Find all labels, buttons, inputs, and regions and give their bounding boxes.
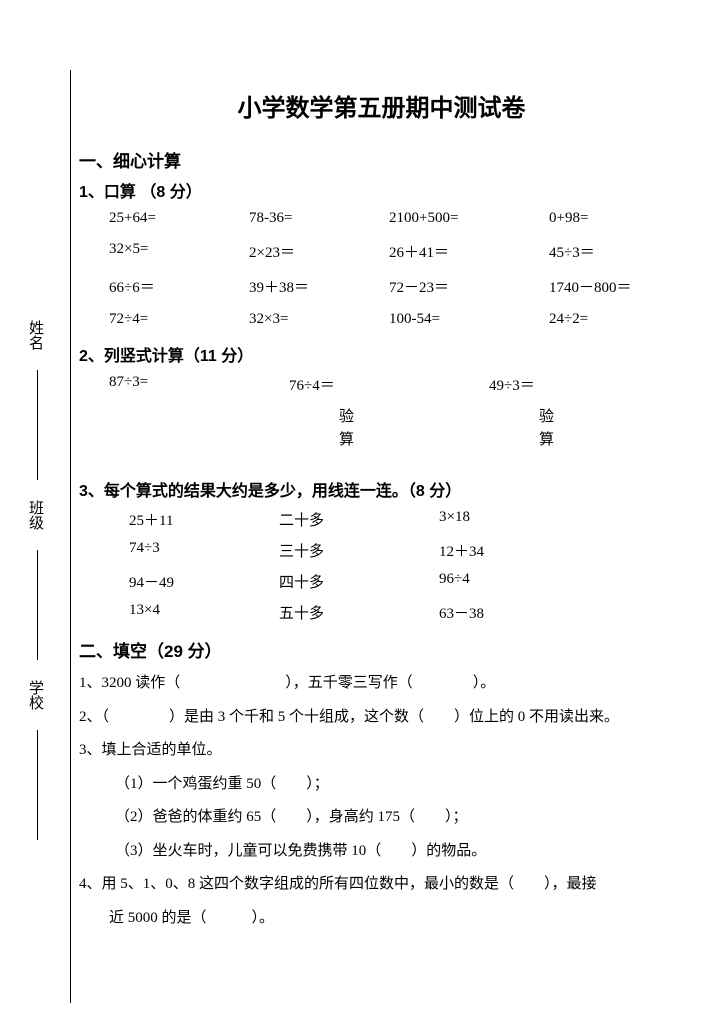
page-content: 小学数学第五册期中测试卷 一、细心计算 1、口算 （8 分） 25+64= 78… (70, 70, 684, 1003)
section-2-heading: 二、填空（29 分） (79, 637, 684, 662)
match-cell: 13×4 (129, 602, 279, 623)
calc-row: 72÷4= 32×3= 100-54= 24÷2= (109, 311, 684, 328)
fill-q4a: 4、用 5、1、0、8 这四个数字组成的所有四位数中，最小的数是（ ），最接 (79, 869, 684, 901)
line-school (37, 730, 38, 840)
calc-row: 66÷6＝ 39＋38＝ 72－23＝ 1740－800＝ (109, 276, 684, 297)
match-cell: 四十多 (279, 571, 439, 592)
q2-heading: 2、列竖式计算（11 分） (79, 342, 684, 366)
vertical-calc-row: 87÷3= 76÷4＝ 49÷3＝ (109, 374, 684, 395)
spacer (109, 428, 339, 449)
match-cell: 3×18 (439, 509, 559, 530)
label-school: 学校 (25, 680, 46, 710)
calc-cell: 49÷3＝ (489, 374, 639, 395)
calc-cell: 1740－800＝ (549, 276, 689, 297)
calc-cell: 26＋41＝ (389, 241, 549, 262)
match-cell: 94－49 (129, 571, 279, 592)
match-cell: 五十多 (279, 602, 439, 623)
line-name (37, 370, 38, 480)
match-cell: 63－38 (439, 602, 559, 623)
calc-cell: 87÷3= (109, 374, 289, 395)
verify-row: 验 验 (109, 405, 684, 426)
match-row: 13×4 五十多 63－38 (129, 602, 684, 623)
q1-heading: 1、口算 （8 分） (79, 178, 684, 202)
calc-cell: 2100+500= (389, 210, 549, 227)
match-cell: 二十多 (279, 509, 439, 530)
calc-cell: 32×5= (109, 241, 249, 262)
fill-q1: 1、3200 读作（ ），五千零三写作（ ）。 (79, 668, 684, 700)
sidebar: 姓名 班级 学校 (25, 250, 55, 970)
fill-q3a: （1）一个鸡蛋约重 50（ ）； (79, 769, 684, 801)
calc-cell: 76÷4＝ (289, 374, 489, 395)
calc-cell: 25+64= (109, 210, 249, 227)
fill-q3c: （3）坐火车时，儿童可以免费携带 10（ ）的物品。 (79, 836, 684, 868)
calc-cell: 78-36= (249, 210, 389, 227)
match-row: 74÷3 三十多 12＋34 (129, 540, 684, 561)
verify-char: 算 (539, 428, 554, 449)
match-cell: 12＋34 (439, 540, 559, 561)
calc-cell: 2×23＝ (249, 241, 389, 262)
match-cell: 25＋11 (129, 509, 279, 530)
spacer (109, 405, 339, 426)
calc-cell: 100-54= (389, 311, 549, 328)
q3-heading: 3、每个算式的结果大约是多少，用线连一连。（8 分） (79, 477, 684, 501)
calc-row: 32×5= 2×23＝ 26＋41＝ 45÷3＝ (109, 241, 684, 262)
label-class: 班级 (25, 500, 46, 530)
label-name: 姓名 (25, 320, 46, 350)
page-title: 小学数学第五册期中测试卷 (79, 88, 684, 123)
calc-cell: 66÷6＝ (109, 276, 249, 297)
section-1-heading: 一、细心计算 (79, 147, 684, 172)
verify-char: 算 (339, 428, 539, 449)
fill-q3: 3、填上合适的单位。 (79, 735, 684, 767)
calc-cell: 72－23＝ (389, 276, 549, 297)
calc-cell: 72÷4= (109, 311, 249, 328)
fill-q4b: 近 5000 的是（ ）。 (79, 903, 684, 935)
fill-q2: 2、（ ）是由 3 个千和 5 个十组成，这个数（ ）位上的 0 不用读出来。 (79, 702, 684, 734)
match-cell: 96÷4 (439, 571, 559, 592)
match-cell: 三十多 (279, 540, 439, 561)
match-cell: 74÷3 (129, 540, 279, 561)
calc-cell: 45÷3＝ (549, 241, 689, 262)
line-class (37, 550, 38, 660)
calc-cell: 0+98= (549, 210, 689, 227)
match-row: 94－49 四十多 96÷4 (129, 571, 684, 592)
fill-q3b: （2）爸爸的体重约 65（ ），身高约 175（ ）； (79, 802, 684, 834)
verify-row: 算 算 (109, 428, 684, 449)
calc-cell: 39＋38＝ (249, 276, 389, 297)
calc-row: 25+64= 78-36= 2100+500= 0+98= (109, 210, 684, 227)
calc-cell: 32×3= (249, 311, 389, 328)
match-row: 25＋11 二十多 3×18 (129, 509, 684, 530)
calc-cell: 24÷2= (549, 311, 689, 328)
verify-char: 验 (539, 405, 554, 426)
verify-char: 验 (339, 405, 539, 426)
